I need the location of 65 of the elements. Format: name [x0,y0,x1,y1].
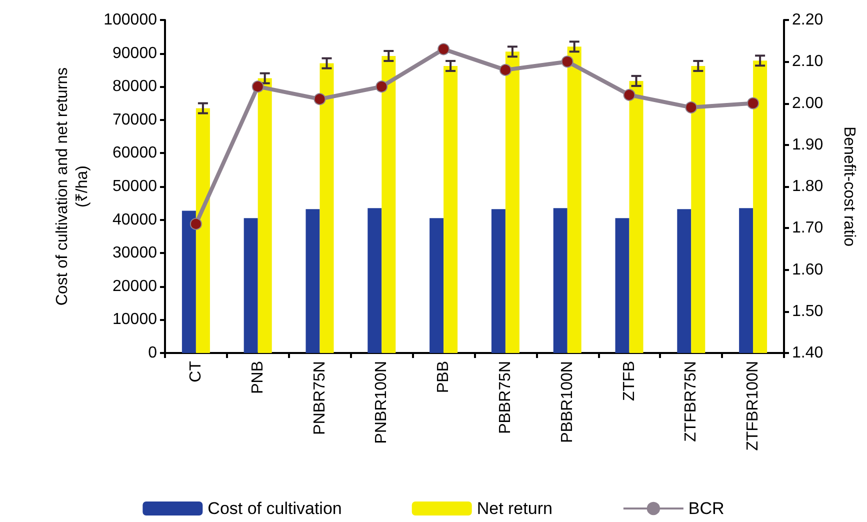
point [438,43,450,56]
point [747,97,760,110]
y-tick-label: 20000 [112,278,158,295]
y2-tick-label: 1.70 [792,220,824,237]
y-axis-title: Cost of cultivation and net returns (₹/ha) [54,67,92,306]
bar [306,209,320,353]
y2-tick-label: 1.50 [792,302,824,320]
bar [368,208,382,353]
bar [382,56,396,353]
y-tick-label: 30000 [112,244,158,262]
y2-tick-label: 1.80 [792,178,824,195]
x-tick-label: CT [187,360,204,382]
y2-tick-label: 1.60 [792,261,824,278]
bar [505,52,520,353]
y2-tick-label: 1.90 [792,136,824,154]
y2-tick-label: 2.10 [792,53,824,70]
y2-tick-label: 1.40 [792,344,824,362]
y2-tick-label: 2.20 [792,12,824,28]
x-tick-label: ZTFBR75N [682,361,700,442]
bar [320,63,334,353]
x-tick-label: ZTFBR100N [744,361,762,451]
bar [739,208,754,353]
bar [677,209,692,353]
y2-tick-label: 2.00 [792,94,824,112]
bar [244,218,258,353]
x-tick-label: PNBR75N [311,361,328,435]
y-tick-label: 70000 [112,111,158,128]
bar [753,60,768,353]
point [499,64,512,76]
bar [444,66,458,353]
y-tick-label: 40000 [112,211,158,228]
point [561,56,574,68]
y-tick-label: 90000 [112,44,158,62]
legend-label: Net return [476,499,552,518]
x-tick-label: ZTFB [620,361,638,401]
bar [629,80,644,353]
point [190,218,202,230]
y-tick-label: 60000 [112,144,158,162]
x-tick-label: PBBR100N [558,361,576,443]
x-tick-label: PNBR100N [373,361,390,444]
bar [615,218,630,353]
y-tick-label: 80000 [112,78,158,96]
x-tick-label: PBB [435,361,452,394]
bar [567,46,582,353]
y-tick-label: 100000 [104,12,158,28]
point [623,88,636,101]
bar [196,108,210,353]
y-tick-label: 0 [148,344,158,362]
bar [182,210,196,353]
bar [553,208,568,353]
bar [491,209,506,353]
bar [258,78,272,353]
bar [691,66,706,353]
y2-axis-title: Benefit-cost ratio [840,126,858,247]
y-tick-label: 50000 [112,178,158,195]
bar [430,218,444,353]
legend-label: Cost of cultivation [208,499,342,518]
y-tick-label: 10000 [112,311,158,328]
x-tick-label: PBBR75N [496,361,514,434]
point [314,93,326,106]
point [685,101,698,114]
point [252,80,264,93]
legend-label: BCR [688,499,724,518]
x-tick-label: PNB [249,361,266,394]
point [376,80,388,93]
